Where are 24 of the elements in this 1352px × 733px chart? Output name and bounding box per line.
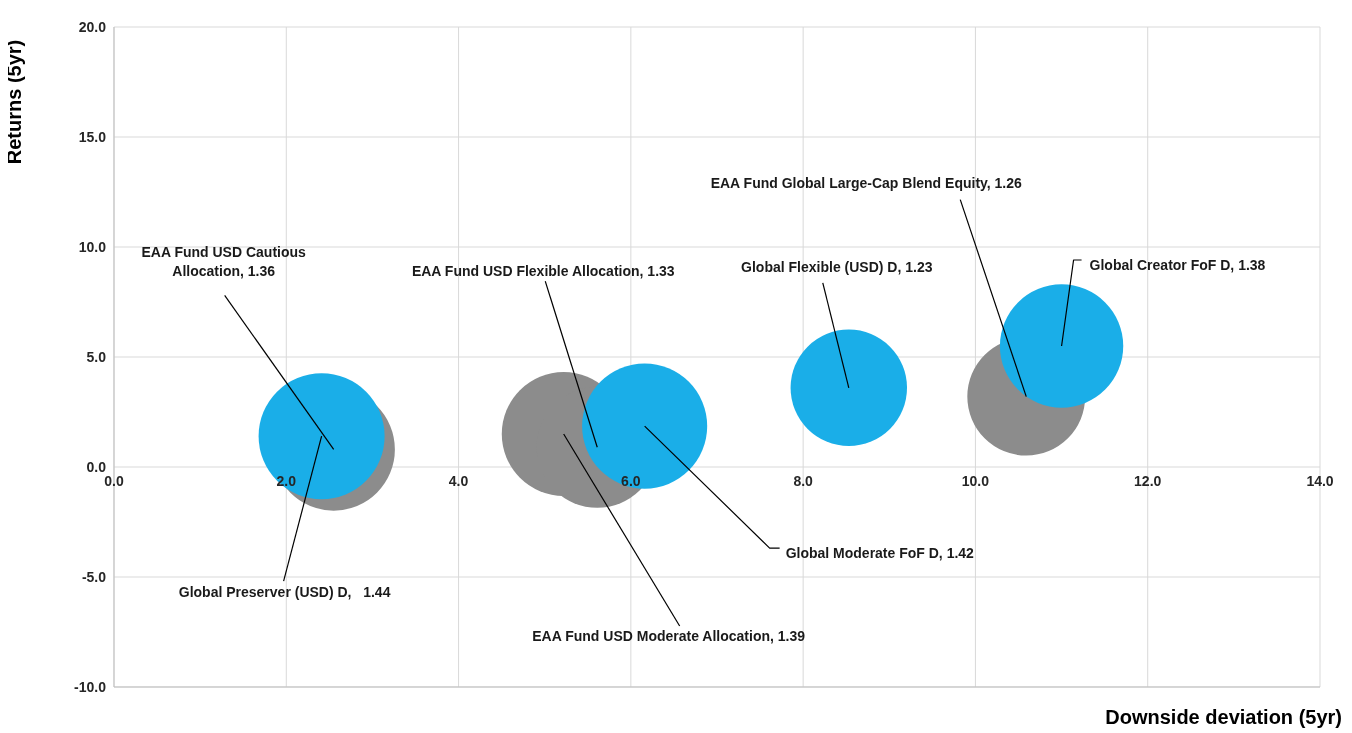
x-tick-label: 14.0 [1306,473,1334,489]
x-tick-label: 2.0 [276,473,297,489]
annotation: Global Preserver (USD) D, 1.44 [178,584,391,601]
y-tick-label: 20.0 [78,18,107,35]
x-tick-label: 0.0 [104,473,124,489]
y-tick-label: 10.0 [78,238,107,255]
x-tick-label: 12.0 [1134,473,1162,489]
annotation: Global Moderate FoF D, 1.42 [785,545,975,562]
annotation: EAA Fund USD Moderate Allocation, 1.39 [532,628,806,644]
x-tick-label: 4.0 [448,473,469,489]
y-tick-label: -5.0 [81,568,107,585]
y-tick-label: 0.0 [86,458,107,475]
x-axis-title: Downside deviation (5yr) [1105,706,1342,729]
annotation: Global Creator FoF D, 1.38 [1089,257,1266,273]
x-tick-label: 8.0 [793,473,814,489]
y-tick-label: 5.0 [86,348,107,365]
annotation: Global Flexible (USD) D, 1.23 [741,258,933,275]
annotation: EAA Fund USD Flexible Allocation, 1.33 [411,263,675,280]
y-tick-label: 15.0 [78,128,107,145]
x-tick-label: 10.0 [961,473,990,489]
annotation: EAA Fund Global Large-Cap Blend Equity, 1.26 [710,174,1023,191]
annotation: EAA Fund USD Cautious Allocation, 1.36 [141,243,307,279]
x-tick-label: 6.0 [621,473,641,489]
y-tick-label: -10.0 [74,678,107,695]
